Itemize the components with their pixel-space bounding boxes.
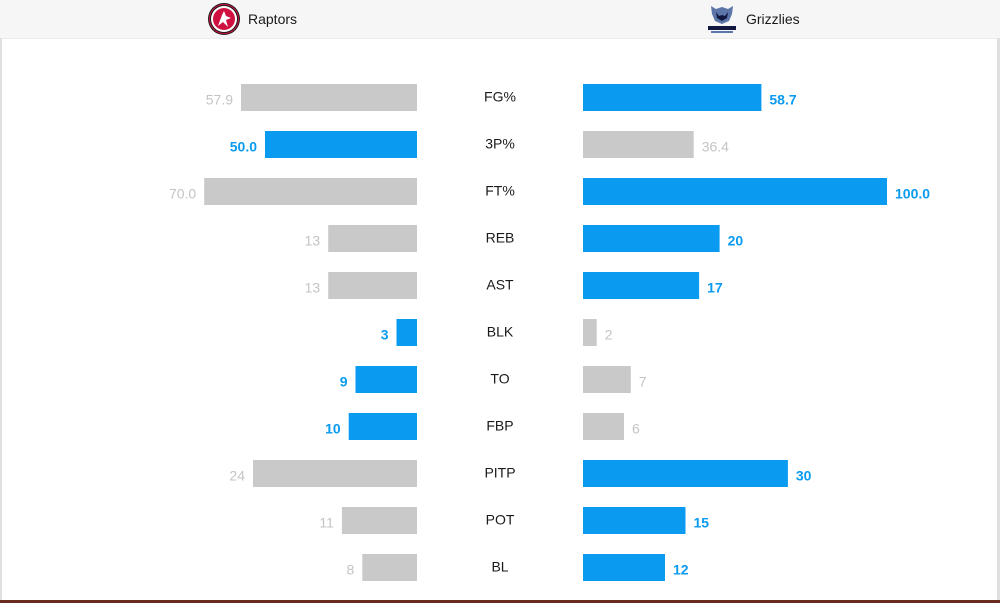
- bar-raptors-FG%: [241, 84, 417, 111]
- bar-raptors-BL: [362, 554, 417, 581]
- category-label-FT%: FT%: [485, 183, 515, 199]
- bar-raptors-POT: [341, 507, 417, 534]
- value-label-grizzlies-BLK: 2: [605, 327, 613, 343]
- bar-raptors-FT%: [204, 178, 417, 205]
- value-label-raptors-BL: 8: [347, 562, 355, 578]
- team-home-name: Grizzlies: [746, 11, 800, 27]
- category-label-BL: BL: [491, 559, 508, 575]
- bar-raptors-FBP: [348, 413, 417, 440]
- category-label-PITP: PITP: [484, 465, 515, 481]
- category-label-3P%: 3P%: [485, 136, 515, 152]
- bar-grizzlies-PITP: [583, 460, 788, 487]
- bar-grizzlies-FT%: [583, 178, 887, 205]
- grizzlies-logo-icon: [708, 6, 736, 33]
- value-label-raptors-FT%: 70.0: [169, 186, 196, 202]
- value-label-grizzlies-PITP: 30: [796, 468, 812, 484]
- value-label-grizzlies-FT%: 100.0: [895, 186, 930, 202]
- value-label-raptors-REB: 13: [305, 233, 321, 249]
- bar-grizzlies-REB: [583, 225, 720, 252]
- bar-raptors-TO: [355, 366, 417, 393]
- category-label-FBP: FBP: [486, 418, 513, 434]
- value-label-raptors-FG%: 57.9: [206, 92, 233, 108]
- value-label-grizzlies-FG%: 58.7: [769, 92, 796, 108]
- bar-grizzlies-BLK: [583, 319, 597, 346]
- value-label-raptors-BLK: 3: [381, 327, 389, 343]
- value-label-grizzlies-BL: 12: [673, 562, 689, 578]
- value-label-grizzlies-TO: 7: [639, 374, 647, 390]
- category-label-REB: REB: [486, 230, 515, 246]
- value-label-raptors-FBP: 10: [325, 421, 341, 437]
- bar-grizzlies-AST: [583, 272, 700, 299]
- value-label-grizzlies-AST: 17: [707, 280, 723, 296]
- bar-grizzlies-POT: [583, 507, 686, 534]
- value-label-raptors-AST: 13: [305, 280, 321, 296]
- raptors-logo-icon: [208, 3, 240, 35]
- team-header: Raptors Grizzlies: [0, 0, 1000, 39]
- bar-grizzlies-BL: [583, 554, 665, 581]
- bar-grizzlies-FG%: [583, 84, 762, 111]
- team-away[interactable]: Raptors: [207, 2, 297, 36]
- bar-raptors-PITP: [253, 460, 417, 487]
- value-label-grizzlies-FBP: 6: [632, 421, 640, 437]
- bar-grizzlies-TO: [583, 366, 631, 393]
- value-label-grizzlies-REB: 20: [728, 233, 744, 249]
- bar-raptors-3P%: [265, 131, 417, 158]
- frame-border-bottom: [0, 600, 1000, 603]
- team-home[interactable]: Grizzlies: [705, 2, 800, 36]
- bar-raptors-AST: [328, 272, 417, 299]
- value-label-raptors-PITP: 24: [229, 468, 245, 484]
- value-label-grizzlies-3P%: 36.4: [702, 139, 729, 155]
- frame-border-right: [997, 38, 1000, 603]
- value-label-raptors-TO: 9: [340, 374, 348, 390]
- team-away-name: Raptors: [248, 11, 298, 27]
- value-label-raptors-3P%: 50.0: [230, 139, 257, 155]
- value-label-raptors-POT: 11: [319, 515, 334, 531]
- value-label-grizzlies-POT: 15: [694, 515, 710, 531]
- category-label-AST: AST: [486, 277, 514, 293]
- category-label-BLK: BLK: [487, 324, 514, 340]
- category-label-TO: TO: [490, 371, 509, 387]
- bar-raptors-REB: [328, 225, 417, 252]
- category-label-POT: POT: [486, 512, 515, 528]
- frame-border-left: [0, 38, 2, 603]
- category-label-FG%: FG%: [484, 89, 516, 105]
- bar-raptors-BLK: [396, 319, 417, 346]
- bar-grizzlies-3P%: [583, 131, 694, 158]
- bar-grizzlies-FBP: [583, 413, 624, 440]
